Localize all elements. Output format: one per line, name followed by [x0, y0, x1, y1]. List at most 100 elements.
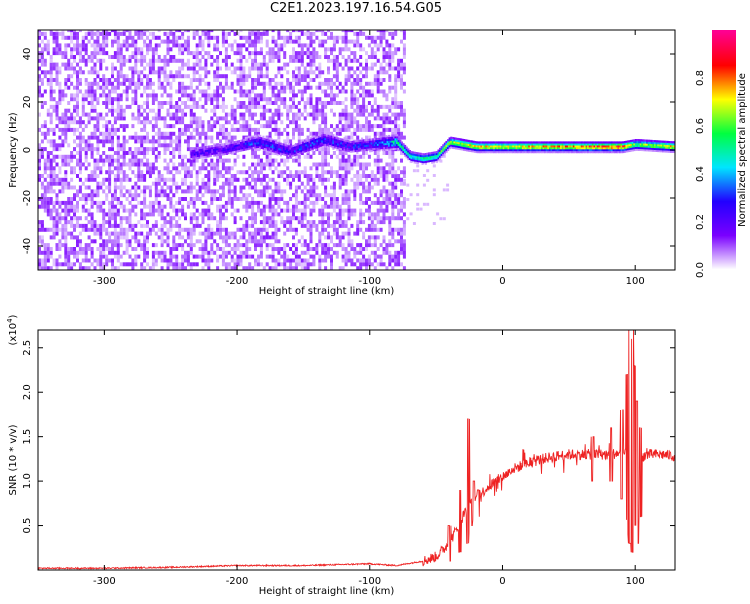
heatmap-cell	[202, 166, 205, 170]
heatmap-cell	[187, 40, 190, 44]
heatmap-cell	[391, 113, 394, 117]
heatmap-cell	[394, 90, 397, 94]
heatmap-cell	[286, 82, 289, 86]
heatmap-cell	[76, 243, 79, 247]
heatmap-cell	[190, 120, 193, 124]
heatmap-cell	[155, 262, 158, 266]
heatmap-cell	[102, 40, 105, 44]
heatmap-cell	[257, 159, 260, 163]
heatmap-cell	[356, 109, 359, 113]
heatmap-cell	[105, 212, 108, 216]
heatmap-cell	[149, 109, 152, 113]
heatmap-cell	[394, 97, 397, 101]
heatmap-cell	[85, 51, 88, 55]
heatmap-cell	[117, 93, 120, 97]
heatmap-cell	[257, 255, 260, 259]
heatmap-cell	[143, 174, 146, 178]
heatmap-cell	[82, 93, 85, 97]
heatmap-cell	[76, 235, 79, 239]
heatmap-cell	[289, 109, 292, 113]
heatmap-cell	[280, 97, 283, 101]
heatmap-cell	[348, 78, 351, 82]
heatmap-cell	[263, 224, 266, 228]
heatmap-cell	[129, 228, 132, 232]
heatmap-cell	[202, 78, 205, 82]
heatmap-cell	[380, 82, 383, 86]
heatmap-cell	[228, 32, 231, 36]
heatmap-cell	[111, 247, 114, 251]
heatmap-cell	[248, 109, 251, 113]
heatmap-cell	[210, 197, 213, 201]
heatmap-cell	[216, 228, 219, 232]
heatmap-cell	[61, 97, 64, 101]
heatmap-cell	[383, 178, 386, 182]
heatmap-cell	[272, 163, 275, 167]
heatmap-cell	[245, 251, 248, 255]
heatmap-cell	[324, 82, 327, 86]
heatmap-cell	[167, 186, 170, 190]
heatmap-cell	[339, 212, 342, 216]
heatmap-cell	[175, 109, 178, 113]
heatmap-cell	[58, 166, 61, 170]
heatmap-cell	[175, 147, 178, 151]
heatmap-cell	[383, 128, 386, 132]
heatmap-cell	[272, 224, 275, 228]
heatmap-cell	[56, 232, 59, 236]
heatmap-cell	[345, 128, 348, 132]
heatmap-cell	[397, 116, 400, 120]
heatmap-cell	[70, 67, 73, 71]
heatmap-cell	[187, 232, 190, 236]
heatmap-cell	[327, 36, 330, 40]
heatmap-cell	[359, 166, 362, 170]
heatmap-cell	[289, 182, 292, 186]
heatmap-cell	[158, 205, 161, 209]
heatmap-cell	[318, 147, 321, 151]
heatmap-cell	[120, 47, 123, 51]
heatmap-cell	[385, 113, 388, 117]
heatmap-cell	[248, 55, 251, 59]
heatmap-cell	[298, 43, 301, 47]
heatmap-cell	[152, 259, 155, 263]
heatmap-cell	[169, 170, 172, 174]
heatmap-cell	[53, 232, 56, 236]
heatmap-cell	[120, 155, 123, 159]
heatmap-cell	[114, 90, 117, 94]
heatmap-cell	[310, 220, 313, 224]
heatmap-cell	[286, 259, 289, 263]
heatmap-cell	[356, 40, 359, 44]
heatmap-cell	[266, 159, 269, 163]
heatmap-cell	[67, 209, 70, 213]
heatmap-cell	[146, 132, 149, 136]
heatmap-cell	[283, 178, 286, 182]
heatmap-cell	[56, 163, 59, 167]
heatmap-cell	[67, 101, 70, 105]
heatmap-cell	[368, 101, 371, 105]
heatmap-cell	[330, 109, 333, 113]
heatmap-cell	[58, 170, 61, 174]
heatmap-cell	[269, 178, 272, 182]
heatmap-cell	[388, 128, 391, 132]
heatmap-cell	[79, 67, 82, 71]
heatmap-cell	[91, 216, 94, 220]
heatmap-cell	[289, 247, 292, 251]
heatmap-cell	[102, 116, 105, 120]
heatmap-cell	[234, 90, 237, 94]
heatmap-cell	[41, 55, 44, 59]
heatmap-cell	[234, 251, 237, 255]
heatmap-cell	[207, 178, 210, 182]
heatmap-cell	[184, 166, 187, 170]
heatmap-cell	[175, 189, 178, 193]
heatmap-cell	[336, 212, 339, 216]
heatmap-cell	[61, 209, 64, 213]
heatmap-cell	[301, 32, 304, 36]
heatmap-cell	[345, 170, 348, 174]
heatmap-cell	[257, 189, 260, 193]
heatmap-cell	[266, 163, 269, 167]
heatmap-cell	[164, 193, 167, 197]
heatmap-cell	[416, 169, 419, 172]
heatmap-cell	[353, 182, 356, 186]
heatmap-cell	[126, 47, 129, 51]
heatmap-cell	[280, 82, 283, 86]
heatmap-cell	[94, 159, 97, 163]
heatmap-cell	[315, 170, 318, 174]
